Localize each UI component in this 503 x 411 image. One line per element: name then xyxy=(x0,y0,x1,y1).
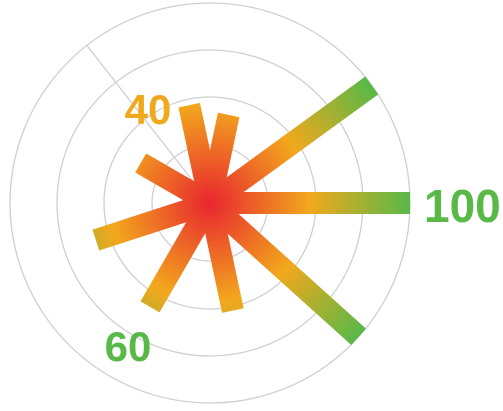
value-labels: 100 40 60 xyxy=(105,86,501,370)
grid-spoke xyxy=(86,44,211,204)
bar-6 xyxy=(92,192,214,251)
bar-4 xyxy=(178,102,221,206)
bar-9 xyxy=(202,194,366,346)
value-label-100: 100 xyxy=(424,180,501,232)
bar-2 xyxy=(203,76,379,212)
bar-7 xyxy=(140,197,220,313)
value-label-40: 40 xyxy=(125,86,172,133)
bars xyxy=(92,76,410,346)
value-label-60: 60 xyxy=(105,323,152,370)
